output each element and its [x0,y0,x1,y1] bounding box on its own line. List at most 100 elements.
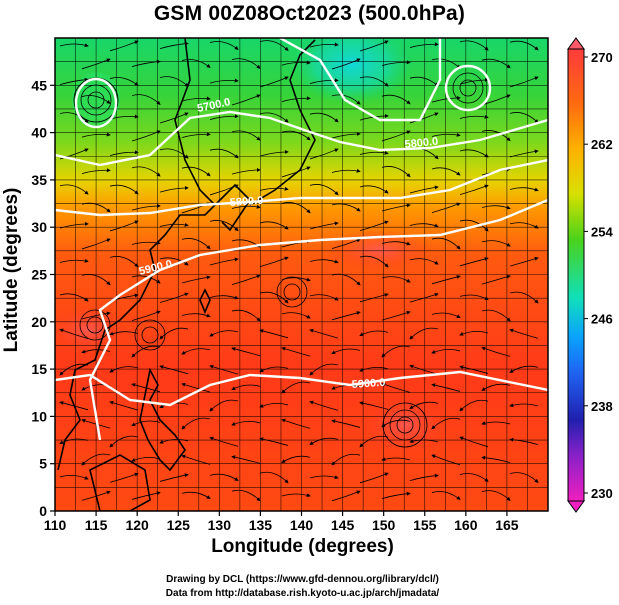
contour-label: 5800.0 [404,136,439,151]
streamline-arrow [459,473,489,482]
streamline-arrow [359,435,389,448]
streamline-arrow [131,491,161,500]
streamline-arrow [81,453,111,466]
streamline-arrow [431,237,461,250]
contour-5800 [55,158,548,217]
streamline-arrow [381,130,411,142]
streamline-arrow [409,401,439,410]
streamline-arrow [81,238,111,250]
streamline-arrow [381,241,411,246]
streamline-arrow [359,401,389,410]
streamline-arrow [81,168,111,174]
streamline-arrow [309,78,339,84]
streamline-arrow [431,58,461,69]
streamline-arrow [431,348,461,354]
y-tick-label: 45 [31,77,47,93]
cold-core-cyan [290,38,414,104]
streamline-arrow [481,58,511,69]
streamline-arrow [359,293,389,303]
streamline-arrow [281,455,311,464]
streamline-arrow [431,167,461,176]
y-tick-label: 40 [31,125,47,141]
streamline-arrow [181,166,211,177]
streamline-arrow [231,489,261,502]
chart-title: GSM 00Z08Oct2023 (500.0hPa) [153,2,466,25]
streamline-arrow [459,399,489,412]
streamline-arrow [81,274,111,286]
streamline-arrow [309,437,339,446]
streamline-arrow [509,187,539,192]
x-tick-label: 155 [413,517,437,533]
streamline-arrow [481,130,511,142]
vortex-streamline [87,91,105,109]
streamline-arrow [381,310,411,321]
streamline-arrow [309,112,339,123]
streamline-arrow [131,94,161,105]
streamline-arrow [181,417,211,430]
streamline-arrow [509,222,539,229]
streamline-arrow [509,472,539,483]
streamline-arrow [131,166,161,177]
streamline-arrow [131,130,161,142]
streamline-arrow [509,112,539,124]
streamline-arrow [259,329,289,339]
streamline-arrow [509,328,539,339]
streamline-arrow [109,77,139,86]
y-axis: 0 5 10 15 20 25 30 35 40 45 [31,77,55,519]
streamline-arrow [181,59,211,68]
vortex-streamline [283,283,301,301]
streamline-arrow [281,202,311,214]
streamline-arrow [459,330,489,336]
x-tick-label: 160 [454,517,478,533]
streamline-arrow [359,472,389,484]
streamline-arrow [109,150,139,156]
streamline-arrow [209,436,239,447]
streamline-arrow [409,76,439,87]
streamline-arrow [181,275,211,284]
streamline-arrow [281,346,311,357]
x-tick-label: 110 [44,517,67,533]
streamline-arrow [331,238,361,250]
credit-drawing: Drawing by DCL (https://www.gfd-dennou.o… [166,574,439,585]
streamline-arrow [259,149,289,157]
contour-cold-low-west [74,77,118,129]
streamline-arrow [331,273,361,286]
grid-lines [55,38,548,511]
streamline-arrow [481,205,511,210]
streamline-arrow [159,112,189,124]
streamline-arrow [359,76,389,87]
colorbar-tick-label: 270 [591,50,613,65]
streamline-arrow [481,346,511,357]
streamline-arrow [509,40,539,51]
streamline-arrow [309,148,339,160]
streamline-arrow [409,112,439,124]
streamline-arrow [59,221,89,229]
streamline-arrow [409,42,439,48]
streamline-arrow [309,42,339,48]
streamline-arrow [281,493,311,498]
streamline-arrow [381,166,411,178]
streamline-arrow [381,276,411,283]
coastline-borneo [89,454,151,511]
streamline-arrow [331,453,361,466]
streamline-arrow [309,221,339,230]
x-tick-label: 165 [495,517,519,533]
streamline-arrow [331,419,361,428]
streamline-arrow [459,40,489,51]
streamline-arrow [109,366,139,373]
streamline-arrow [409,258,439,265]
streamline-arrow [459,149,489,158]
streamline-arrow [381,419,411,428]
streamline-arrow [181,132,211,138]
streamline-arrow [431,275,461,285]
streamline-arrow [459,257,489,267]
streamline-arrow [431,95,461,103]
contour-north-arc [279,38,442,122]
y-tick-label: 5 [39,456,47,472]
streamline-arrow [181,96,211,102]
streamline-arrow [281,418,311,429]
streamline-arrow [259,76,289,88]
streamline-arrow [259,112,289,123]
streamline-arrow [331,490,361,502]
streamline-arrow [81,349,111,354]
